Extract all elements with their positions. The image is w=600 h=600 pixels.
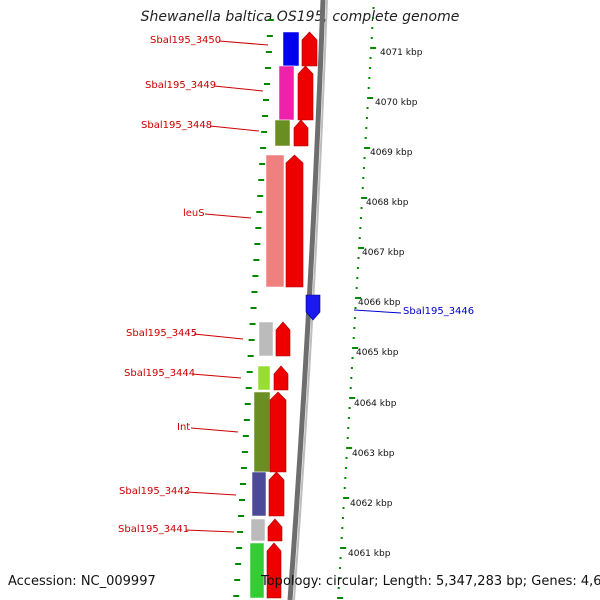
gene-label: Sbal195_3450 — [150, 35, 221, 46]
scale-tick-label: 4066 kbp — [358, 298, 401, 308]
scale-tick-label: 4065 kbp — [356, 348, 399, 358]
label-leader-line — [218, 40, 269, 46]
cog-category-track — [249, 31, 300, 599]
forward-cds-arrow — [269, 391, 287, 473]
category-box — [253, 391, 271, 473]
scale-tick-label: 4068 kbp — [366, 198, 409, 208]
gene-label: leuS — [183, 208, 205, 219]
gene-label: Sbal195_3449 — [145, 80, 216, 91]
category-box — [250, 518, 266, 542]
gene-label: Sbal195_3448 — [141, 120, 212, 131]
category-box — [282, 31, 300, 67]
scale-tick-label: 4063 kbp — [352, 449, 395, 459]
map-title: Shewanella baltica OS195, complete genom… — [140, 9, 460, 25]
scale-tick-label: 4071 kbp — [380, 48, 423, 58]
scale-tick-label: 4067 kbp — [362, 248, 405, 258]
label-leader-lines — [185, 40, 402, 533]
category-box — [249, 542, 265, 599]
category-box — [258, 321, 274, 357]
gene-label: Sbal195_3442 — [119, 486, 190, 497]
label-leader-line — [209, 125, 260, 132]
category-box — [278, 65, 295, 121]
kbp-label-group: 4071 kbp 4070 kbp 4069 kbp 4068 kbp 4067 kbp… — [348, 48, 423, 559]
forward-cds-arrow — [268, 471, 285, 517]
label-leader-line — [213, 85, 264, 92]
label-leader-line — [204, 213, 252, 219]
forward-cds-arrow — [273, 365, 289, 391]
gene-label: Sbal195_3446 — [403, 306, 474, 317]
label-leader-line — [353, 309, 402, 314]
label-leader-line — [191, 373, 242, 379]
category-box — [251, 471, 267, 517]
scale-tick-label: 4070 kbp — [375, 98, 418, 108]
genome-summary-label: Topology: circular; Length: 5,347,283 bp… — [261, 574, 600, 589]
gene-label: Sbal195_3444 — [124, 368, 195, 379]
inner-tick-ring — [233, 19, 274, 597]
reverse-cds-arrow — [305, 294, 321, 321]
scale-tick-label: 4061 kbp — [348, 549, 391, 559]
label-leader-line — [186, 491, 237, 496]
label-leader-line — [193, 333, 244, 340]
scale-tick-label: 4069 kbp — [370, 148, 413, 158]
reverse-cds-track — [305, 294, 321, 321]
forward-cds-arrow — [285, 154, 304, 288]
forward-cds-arrow — [301, 31, 318, 67]
forward-cds-arrow — [267, 518, 283, 542]
forward-cds-arrow — [293, 119, 309, 147]
gene-label: Int — [177, 422, 190, 433]
category-box — [257, 365, 271, 391]
category-box — [274, 119, 291, 147]
accession-label: Accession: NC_009997 — [8, 574, 156, 589]
cds-track — [266, 31, 318, 599]
label-leader-line — [190, 427, 239, 433]
forward-cds-arrow — [297, 65, 314, 121]
scale-tick-label: 4064 kbp — [354, 399, 397, 409]
category-box — [265, 154, 285, 288]
forward-cds-arrow — [266, 542, 282, 599]
label-leader-line — [185, 529, 235, 533]
gene-label: Sbal195_3441 — [118, 524, 189, 535]
scale-tick-label: 4062 kbp — [350, 499, 393, 509]
forward-cds-arrow — [275, 321, 291, 357]
gene-label-group: Sbal195_3450 Sbal195_3449 Sbal195_3448 leuS… — [118, 35, 474, 535]
outer-tick-ring — [337, 7, 377, 599]
gene-label: Sbal195_3445 — [126, 328, 197, 339]
